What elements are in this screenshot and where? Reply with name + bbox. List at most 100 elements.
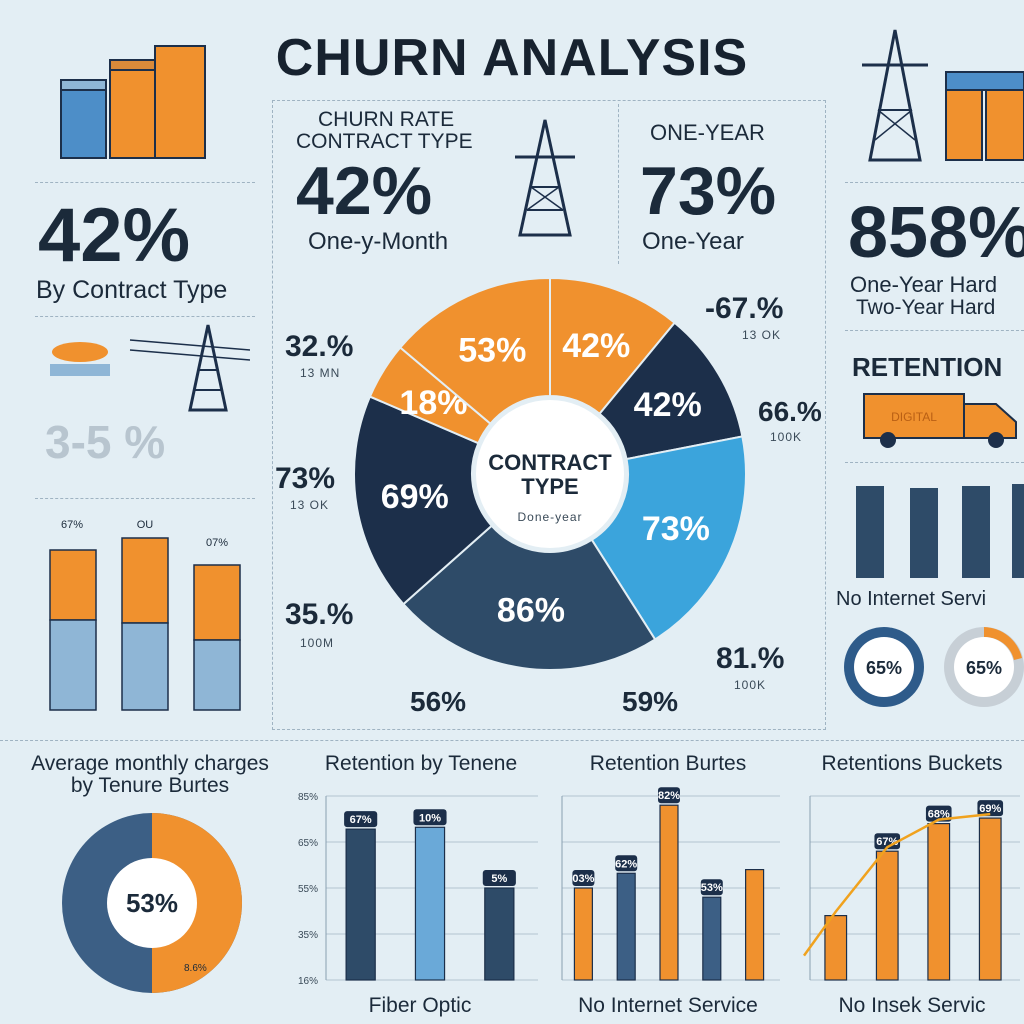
bar2-ytick-1: 85% xyxy=(298,792,318,803)
callout-right-3-value: 81.% xyxy=(716,642,785,675)
left-faded-value: 3-5 % xyxy=(45,416,166,468)
center-header-left-line1: CHURN RATE xyxy=(318,108,455,131)
donut-slice-label-7: 53% xyxy=(458,332,526,370)
bar4-bar-2 xyxy=(875,850,899,981)
bar2-bar-1 xyxy=(345,828,376,981)
bar3-bar-4 xyxy=(702,896,722,981)
bar3-label-4: 53% xyxy=(701,882,723,894)
bar2-label-bg-2 xyxy=(413,809,447,826)
left-divider-low xyxy=(35,498,255,499)
left-bar-2 xyxy=(121,537,169,711)
right-bar-3 xyxy=(962,486,990,578)
panel1-donut: 53% 8.6% xyxy=(62,813,242,993)
callout-left-1-value: 32.% xyxy=(285,330,354,363)
tower-icon xyxy=(50,324,251,412)
bar2-label-3: 5% xyxy=(491,873,507,885)
bar4-label-3: 68% xyxy=(928,809,950,821)
bar4-bar-1 xyxy=(824,915,848,981)
donut-slice-4 xyxy=(402,524,657,671)
panel1-title-line2: by Tenure Burtes xyxy=(70,774,230,797)
right-bar-2 xyxy=(910,488,938,578)
bar4-trend-line xyxy=(802,812,991,957)
left-divider-top xyxy=(35,182,255,183)
bar4-bar-4 xyxy=(978,817,1002,981)
donut-slice-7 xyxy=(398,276,551,426)
panel3-xlabel: No Internet Service xyxy=(578,994,758,1017)
donut-center-line1: CONTRACT xyxy=(488,450,612,475)
bar2-bar-3 xyxy=(484,887,515,981)
left-stat-label: By Contract Type xyxy=(36,276,228,304)
left-stat-value: 42% xyxy=(38,193,191,278)
right-boxes-icon xyxy=(945,71,1024,161)
right-stat-value: 858% xyxy=(848,193,1024,273)
bar3-bar-5 xyxy=(745,868,765,981)
bar3-label-bg-3 xyxy=(658,787,680,804)
left-bar-label-1: 67% xyxy=(61,519,83,531)
left-bar-3 xyxy=(193,564,241,711)
panel1-title-line1: Average monthly charges xyxy=(31,752,269,775)
center-split xyxy=(618,104,619,264)
callout-left-1-sub: 13 MN xyxy=(300,366,341,380)
right-divider-low xyxy=(845,462,1024,463)
bar4-label-4: 69% xyxy=(979,803,1001,815)
bar3-label-bg-2 xyxy=(615,855,638,872)
bar2-ytick-2: 65% xyxy=(298,838,318,849)
bar4-label-bg-2 xyxy=(874,833,901,850)
bar3-label-2: 62% xyxy=(615,858,637,870)
left-bar-1 xyxy=(49,549,97,711)
donut-slice-label-3: 73% xyxy=(642,510,710,548)
center-header-left-value: 42% xyxy=(296,153,433,229)
center-header-right-line1: ONE-YEAR xyxy=(650,120,765,145)
donut-center-line2: TYPE xyxy=(521,474,579,499)
center-header-right-caption: One-Year xyxy=(642,228,744,255)
bar3-label-bg-1 xyxy=(572,870,595,886)
right-bar-4 xyxy=(1012,484,1024,578)
panel2-bar-chart: 85% 65% 55% 35% 16% 67% 10% 5% xyxy=(298,792,538,987)
truck-label: DIGITAL xyxy=(891,410,937,424)
callout-bottom-2: 59% xyxy=(622,686,679,717)
right-bar-group xyxy=(856,484,1024,578)
boxes-illustration xyxy=(55,38,215,168)
bar4-bar-3 xyxy=(927,822,951,981)
bar4-label-bg-3 xyxy=(925,805,952,822)
bar2-label-2: 10% xyxy=(419,812,441,824)
ring-2-label: 65% xyxy=(966,658,1002,678)
center-frame xyxy=(272,100,826,730)
right-tower-icon xyxy=(862,29,928,162)
panel4-title: Retentions Buckets xyxy=(821,752,1003,775)
donut-slice-label-4: 86% xyxy=(497,592,565,630)
panel4-bar-chart: 67%68% 69% xyxy=(802,795,1020,981)
bar2-label-bg-3 xyxy=(482,870,516,886)
right-retention-heading: RETENTION xyxy=(852,352,1003,382)
bar2-label-1: 67% xyxy=(350,814,372,826)
right-stat-line2: Two-Year Hard xyxy=(856,296,996,319)
donut-slice-label-2: 42% xyxy=(634,386,702,424)
bar2-bar-2 xyxy=(414,826,446,981)
bar4-label-bg-4 xyxy=(977,800,1004,817)
right-stat-line1: One-Year Hard xyxy=(850,272,998,297)
callout-right-1-value: -67.% xyxy=(705,292,784,325)
panel4-xlabel: No Insek Servic xyxy=(838,994,986,1017)
truck-icon: DIGITAL xyxy=(863,393,1017,448)
bar2-ytick-3: 55% xyxy=(298,884,318,895)
panel1-donut-value: 53% xyxy=(126,888,178,918)
panel2-xlabel: Fiber Optic xyxy=(368,994,472,1017)
bar3-bar-1 xyxy=(573,887,593,981)
callout-left-3-value: 35.% xyxy=(285,598,354,631)
callout-left-2-sub: 13 OK xyxy=(290,498,330,512)
contract-type-donut-chart: 42%42%73%86%69%18%53% xyxy=(353,276,747,671)
ring-1-label: 65% xyxy=(866,658,902,678)
bar3-label-3: 82% xyxy=(658,790,680,802)
bar3-bar-2 xyxy=(616,872,636,981)
ring-1: 65% xyxy=(844,627,924,707)
right-bar-1 xyxy=(856,486,884,578)
callout-right-2-value: 66.% xyxy=(758,396,822,427)
panel3-bar-chart: 03% 62% 82% 53% xyxy=(561,787,780,981)
donut-center-sub: Done-year xyxy=(517,510,583,524)
callout-left-2-value: 73% xyxy=(275,462,336,495)
donut-slice-3 xyxy=(590,435,747,641)
panel3-title: Retention Burtes xyxy=(589,752,747,775)
donut-slice-label-5: 69% xyxy=(381,478,449,516)
center-tower-icon xyxy=(515,119,575,237)
left-divider-mid xyxy=(35,316,255,317)
